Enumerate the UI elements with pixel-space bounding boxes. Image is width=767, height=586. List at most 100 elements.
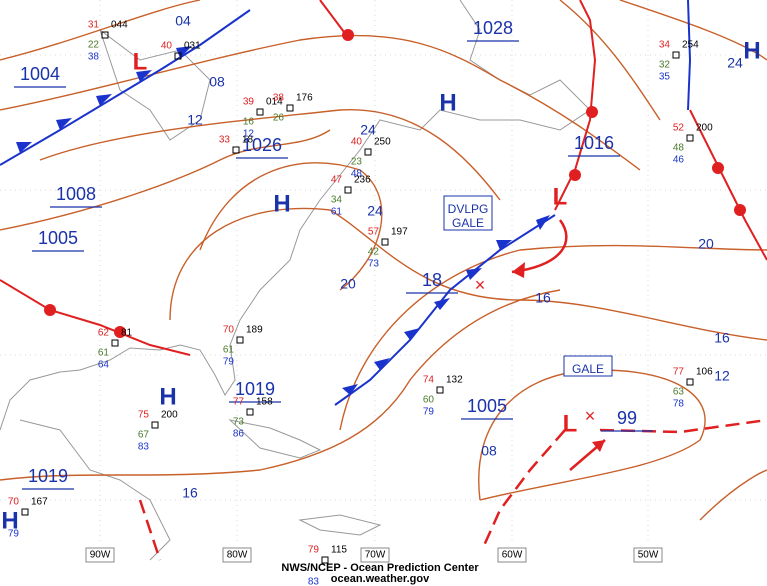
station-t: 57 <box>368 227 380 238</box>
station-marker <box>232 146 240 154</box>
station-p: 254 <box>682 40 699 51</box>
station-p: 189 <box>246 325 263 336</box>
station-v: 46 <box>673 155 685 166</box>
station-p: 014 <box>266 97 283 108</box>
station-v: 73 <box>368 259 380 270</box>
station-d: 42 <box>368 247 380 258</box>
station-marker <box>246 408 254 416</box>
station-p: 200 <box>696 123 713 134</box>
station-p: 236 <box>354 175 371 186</box>
longitude-label: 70W <box>365 550 386 561</box>
station-marker <box>101 31 109 39</box>
station-t: 33 <box>219 135 231 146</box>
station-v: 38 <box>88 52 100 63</box>
station-v: 83 <box>138 442 150 453</box>
station-d: 63 <box>673 387 685 398</box>
station-marker <box>686 134 694 142</box>
station-d: 61 <box>223 345 235 356</box>
station-marker <box>686 378 694 386</box>
isobar-label: 08 <box>481 443 497 459</box>
isobar-label: 24 <box>367 203 383 219</box>
isobar-label: 99 <box>617 408 637 428</box>
station-marker <box>111 339 119 347</box>
low-center: L <box>563 410 578 437</box>
isobar-label: 1026 <box>242 135 282 155</box>
warning-text: DVLPG <box>448 202 489 216</box>
station-t: 79 <box>308 545 320 556</box>
isobar-label: 16 <box>535 290 551 306</box>
station-t: 70 <box>8 497 20 508</box>
station-p: 250 <box>374 137 391 148</box>
station-t: 52 <box>673 123 685 134</box>
station-t: 74 <box>423 375 435 386</box>
isobar-label: 16 <box>714 330 730 346</box>
high-center: H <box>439 89 456 116</box>
station-t: 40 <box>351 137 363 148</box>
coastlines <box>0 0 591 561</box>
station-d: 23 <box>351 157 363 168</box>
longitude-box <box>633 547 663 563</box>
station-d: 22 <box>88 40 100 51</box>
station-marker <box>381 238 389 246</box>
station-t: 70 <box>223 325 235 336</box>
station-d: 67 <box>138 430 150 441</box>
station-d: 16 <box>243 117 255 128</box>
station-d: 26 <box>273 113 285 124</box>
station-t: 75 <box>138 410 150 421</box>
isobar-label: 1004 <box>20 64 60 84</box>
station-v: 79 <box>223 357 235 368</box>
longitude-label: 80W <box>227 550 248 561</box>
station-d: 73 <box>233 417 245 428</box>
station-p: 176 <box>296 93 313 104</box>
high-center: H <box>743 37 760 64</box>
station-d: 60 <box>423 395 435 406</box>
station-d: 32 <box>659 60 671 71</box>
station-marker <box>364 148 372 156</box>
longitude-box <box>85 547 115 563</box>
station-t: 47 <box>331 175 343 186</box>
station-v: 83 <box>308 577 320 586</box>
isobar-label: 1008 <box>56 184 96 204</box>
credit: ocean.weather.gov <box>331 573 430 585</box>
isobar-label: 24 <box>727 55 743 71</box>
low-center: L <box>133 48 148 75</box>
station-p: 200 <box>161 410 178 421</box>
longitude-box <box>222 547 252 563</box>
isobar-label: 12 <box>714 368 730 384</box>
station-t: 62 <box>98 328 110 339</box>
station-marker <box>236 336 244 344</box>
warning-box <box>563 355 613 377</box>
isobar-label: 1005 <box>467 396 507 416</box>
isobar-label: 1019 <box>28 466 68 486</box>
longitude-box <box>360 547 390 563</box>
isobar-label: 08 <box>209 74 225 90</box>
station-marker <box>256 108 264 116</box>
station-t: 77 <box>233 397 245 408</box>
isobar-label: 1005 <box>38 228 78 248</box>
station-v: 48 <box>351 169 363 180</box>
isobar-label: 20 <box>698 236 714 252</box>
station-d: 48 <box>673 143 685 154</box>
station-marker <box>174 52 182 60</box>
high-center: H <box>273 190 290 217</box>
station-p: 158 <box>256 397 273 408</box>
fronts: × × <box>0 0 767 561</box>
station-v: 35 <box>659 72 671 83</box>
station-p: 044 <box>111 20 128 31</box>
station-marker <box>672 51 680 59</box>
isobar-label: 20 <box>340 276 356 292</box>
longitude-box <box>497 547 527 563</box>
station-v: 64 <box>98 360 110 371</box>
station-d: 61 <box>98 348 110 359</box>
isobars <box>0 0 767 521</box>
station-v: 61 <box>331 207 343 218</box>
longitude-label: 60W <box>502 550 523 561</box>
station-d: 34 <box>331 195 343 206</box>
high-center: H <box>1 507 18 534</box>
station-t: 40 <box>161 41 173 52</box>
station-marker <box>344 186 352 194</box>
isobar-label: 1028 <box>473 18 513 38</box>
isobar-label: 1016 <box>574 133 614 153</box>
station-t: 31 <box>88 20 100 31</box>
